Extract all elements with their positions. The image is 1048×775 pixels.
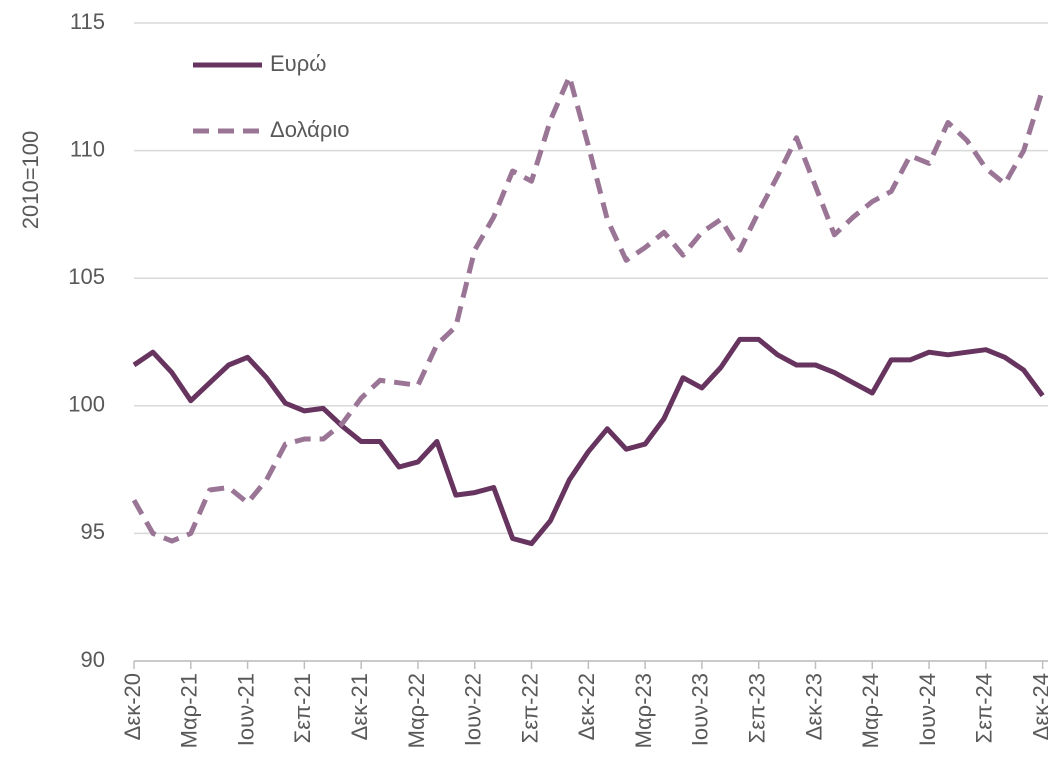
y-tick-label: 90 (81, 647, 105, 672)
line-series (132, 336, 1045, 547)
line-series (131, 74, 1045, 544)
x-tick-label: Ιουν-23 (688, 673, 713, 746)
legend-label: Ευρώ (270, 51, 326, 76)
y-tick-label: 110 (70, 136, 105, 161)
x-tick-label: Ιουν-24 (915, 673, 940, 746)
y-tick-label: 115 (70, 9, 105, 34)
x-tick-label: Δεκ-22 (574, 673, 599, 740)
x-tick-label: Σεπ-23 (745, 673, 770, 743)
x-tick-label: Ιουν-21 (233, 673, 258, 746)
x-tick-label: Δεκ-20 (120, 673, 145, 740)
x-tick-label: Μαρ-22 (404, 673, 429, 748)
x-tick-label: Δεκ-24 (1028, 673, 1048, 740)
x-tick-label: Σεπ-21 (290, 673, 315, 743)
x-tick-label: Σεπ-22 (517, 673, 542, 743)
x-tick-label: Μαρ-21 (177, 673, 202, 748)
x-tick-label: Δεκ-21 (347, 673, 372, 740)
x-tick-label: Σεπ-24 (972, 673, 997, 743)
y-axis-label: 2010=100 (18, 131, 43, 230)
x-tick-label: Μαρ-24 (858, 673, 883, 748)
x-tick-label: Ιουν-22 (461, 673, 486, 746)
x-tick-label: Μαρ-23 (631, 673, 656, 748)
legend-label: Δολάριο (270, 117, 350, 142)
x-tick-label: Δεκ-23 (801, 673, 826, 740)
y-tick-label: 105 (68, 264, 105, 289)
y-tick-label: 100 (68, 392, 105, 417)
y-tick-label: 95 (81, 519, 105, 544)
